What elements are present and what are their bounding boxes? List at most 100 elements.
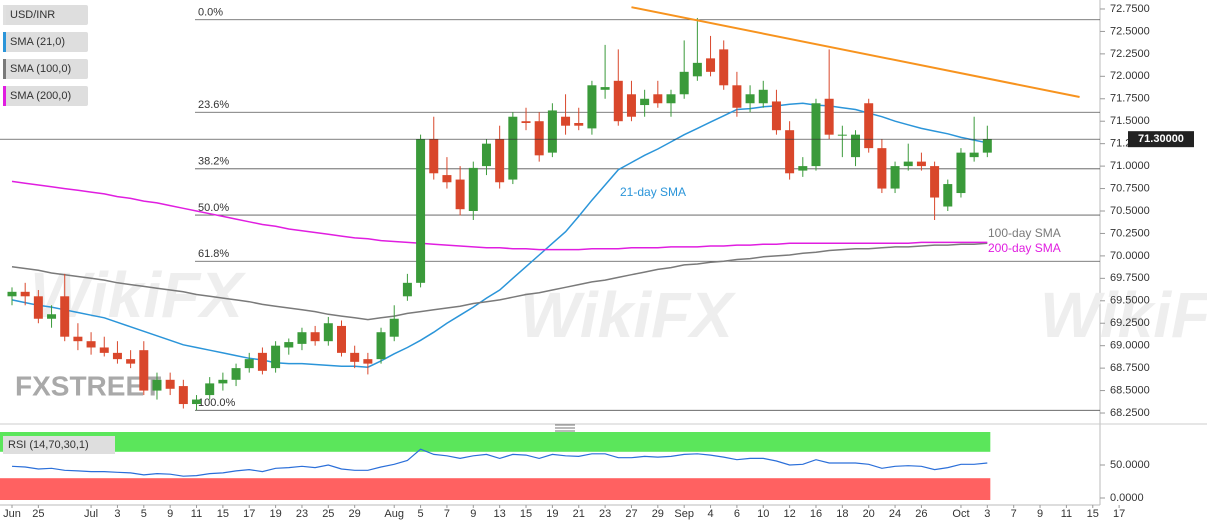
candle-body [7, 291, 17, 297]
candle-body [903, 161, 913, 167]
x-tick-label: 25 [32, 508, 44, 520]
candle-body [284, 342, 294, 348]
candle-body [969, 152, 979, 158]
candle-body [429, 139, 439, 174]
y-tick-label: 72.5000 [1110, 25, 1150, 37]
x-tick-label: 6 [734, 508, 740, 520]
y-tick-label: 71.5000 [1110, 115, 1150, 127]
sma-annotation: 21-day SMA [620, 185, 686, 199]
fib-label: 50.0% [198, 202, 229, 214]
x-tick-label: 27 [625, 508, 637, 520]
candle-body [982, 139, 992, 153]
rsi-lower-band [0, 478, 991, 500]
candle-body [916, 161, 926, 167]
y-tick-label: 70.5000 [1110, 205, 1150, 217]
x-tick-label: 29 [349, 508, 361, 520]
trendline [631, 6, 1080, 98]
candle-body [376, 332, 386, 360]
legend-box [3, 5, 88, 25]
watermark: WikiFX [1040, 279, 1207, 351]
legend-swatch [3, 32, 6, 52]
x-tick-label: 5 [141, 508, 147, 520]
x-tick-label: Aug [384, 508, 404, 520]
y-tick-label: 71.7500 [1110, 93, 1150, 105]
fib-label: 38.2% [198, 156, 229, 168]
x-tick-label: 17 [1113, 508, 1125, 520]
y-tick-label: 69.5000 [1110, 295, 1150, 307]
candle-body [192, 399, 202, 405]
candle-body [86, 341, 96, 348]
x-tick-label: 15 [520, 508, 532, 520]
divider-handle[interactable] [555, 424, 575, 432]
candle-body [626, 94, 636, 117]
x-tick-label: 11 [191, 508, 202, 520]
x-tick-label: Jun [3, 508, 21, 520]
y-tick-label: 72.0000 [1110, 70, 1150, 82]
y-tick-label: 70.0000 [1110, 250, 1150, 262]
y-tick-label: 72.7500 [1110, 3, 1150, 15]
y-tick-label: 69.7500 [1110, 272, 1150, 284]
x-tick-label: 25 [322, 508, 334, 520]
candle-body [20, 291, 30, 297]
candle-body [613, 80, 623, 122]
legend-swatch [3, 86, 6, 106]
candle-body [666, 94, 676, 104]
x-tick-label: 3 [984, 508, 990, 520]
candle-body [271, 345, 281, 369]
x-tick-label: Jul [84, 508, 98, 520]
candle-body [653, 94, 663, 104]
x-tick-label: 26 [915, 508, 927, 520]
candle-body [178, 386, 188, 405]
rsi-line [11, 448, 988, 477]
sma-annotation: 100-day SMA [988, 226, 1061, 240]
candle-body [126, 359, 136, 364]
x-tick-label: 24 [889, 508, 901, 520]
x-tick-label: 9 [1037, 508, 1043, 520]
candle-body [956, 152, 966, 194]
candle-body [719, 49, 729, 86]
candle-body [930, 166, 940, 198]
legend-box [3, 86, 88, 106]
x-tick-label: 23 [599, 508, 611, 520]
x-tick-label: Sep [674, 508, 694, 520]
rsi-title: RSI (14,70,30,1) [8, 439, 89, 451]
x-tick-label: 7 [444, 508, 450, 520]
y-tick-label: 72.2500 [1110, 48, 1150, 60]
watermark: WikiFX [520, 279, 736, 351]
candle-body [495, 139, 505, 183]
rsi-tick-label: 0.0000 [1110, 492, 1144, 504]
candle-body [837, 134, 847, 136]
x-tick-label: 20 [863, 508, 875, 520]
candle-body [521, 121, 531, 124]
legend-label: SMA (21,0) [10, 36, 65, 48]
y-tick-label: 69.0000 [1110, 340, 1150, 352]
candle-body [811, 103, 821, 167]
x-tick-label: 13 [494, 508, 506, 520]
candle-body [508, 116, 518, 180]
candle-body [877, 148, 887, 189]
candle-body [890, 166, 900, 189]
candle-body [561, 116, 571, 126]
x-tick-label: 16 [810, 508, 822, 520]
last-price-box [1128, 131, 1194, 148]
candle-body [205, 383, 215, 396]
y-tick-label: 71.0000 [1110, 160, 1150, 172]
candle-body [640, 98, 650, 106]
candle-body [679, 71, 689, 95]
legend-box [3, 59, 88, 79]
sma-line [11, 180, 988, 251]
candle-body [152, 379, 162, 391]
x-tick-label: 17 [243, 508, 255, 520]
x-tick-label: 3 [114, 508, 120, 520]
fib-label: 0.0% [198, 7, 223, 19]
candle-body [587, 85, 597, 129]
candle-body [547, 110, 557, 153]
sma-line [11, 242, 988, 321]
x-tick-label: 23 [296, 508, 308, 520]
y-tick-label: 68.5000 [1110, 384, 1150, 396]
x-tick-label: 18 [836, 508, 848, 520]
x-tick-label: 10 [757, 508, 769, 520]
x-tick-label: 19 [546, 508, 558, 520]
x-tick-label: 9 [167, 508, 173, 520]
